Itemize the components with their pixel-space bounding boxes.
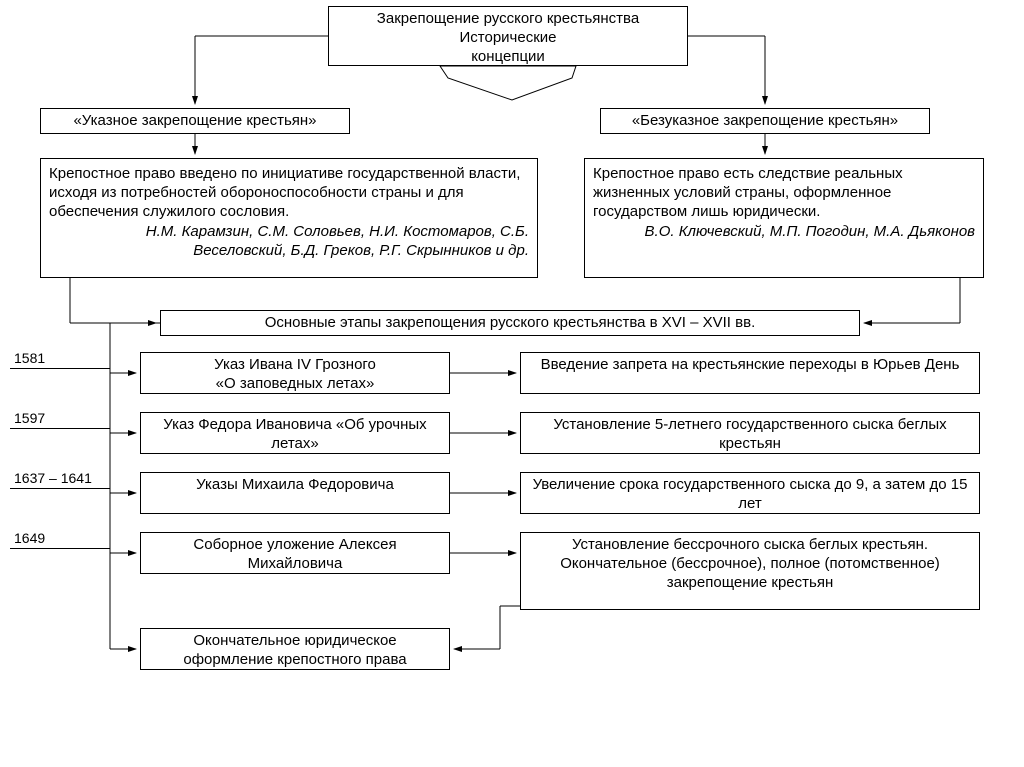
year-line-0 bbox=[10, 368, 110, 369]
concept-left-authors: Н.М. Карамзин, С.М. Соловьев, Н.И. Косто… bbox=[49, 223, 529, 261]
concept-right-authors: В.О. Ключевский, М.П. Погодин, М.А. Дьяк… bbox=[593, 223, 975, 242]
concept-right-label: «Безуказное закрепощение крестьян» bbox=[632, 112, 898, 129]
year-line-3 bbox=[10, 548, 110, 549]
effect-3-text: Установление бессрочного сыска беглых кр… bbox=[560, 536, 940, 591]
decree-1-text: Указ Федора Ивановича «Об урочных летах» bbox=[163, 416, 426, 452]
decree-3-text: Соборное уложение Алексея Михайловича bbox=[193, 536, 396, 572]
final-box: Окончательное юридическое оформление кре… bbox=[140, 628, 450, 670]
decree-3: Соборное уложение Алексея Михайловича bbox=[140, 532, 450, 574]
decree-2: Указы Михаила Федоровича bbox=[140, 472, 450, 514]
stages-title-text: Основные этапы закрепощения русского кре… bbox=[265, 314, 756, 331]
concept-left-desc-text: Крепостное право введено по инициативе г… bbox=[49, 165, 520, 220]
decree-0: Указ Ивана IV Грозного«О заповедных лета… bbox=[140, 352, 450, 394]
effect-3: Установление бессрочного сыска беглых кр… bbox=[520, 532, 980, 610]
year-2: 1637 – 1641 bbox=[14, 470, 92, 486]
year-line-1 bbox=[10, 428, 110, 429]
concept-right-desc: Крепостное право есть следствие реальных… bbox=[584, 158, 984, 278]
decree-0-text: Указ Ивана IV Грозного«О заповедных лета… bbox=[214, 356, 376, 392]
concept-right-desc-text: Крепостное право есть следствие реальных… bbox=[593, 165, 903, 220]
year-line-2 bbox=[10, 488, 110, 489]
concept-right-header: «Безуказное закрепощение крестьян» bbox=[600, 108, 930, 134]
effect-2-text: Увеличение срока государственного сыска … bbox=[533, 476, 968, 512]
effect-1-text: Установление 5-летнего государственного … bbox=[553, 416, 946, 452]
effect-0-text: Введение запрета на крестьянские переход… bbox=[541, 356, 960, 373]
concept-left-desc: Крепостное право введено по инициативе г… bbox=[40, 158, 538, 278]
year-0: 1581 bbox=[14, 350, 45, 366]
concept-left-label: «Указное закрепощение крестьян» bbox=[73, 112, 316, 129]
year-1: 1597 bbox=[14, 410, 45, 426]
title-box: Закрепощение русского крестьянстваИстори… bbox=[328, 6, 688, 66]
year-3: 1649 bbox=[14, 530, 45, 546]
final-text: Окончательное юридическое оформление кре… bbox=[183, 632, 406, 668]
effect-0: Введение запрета на крестьянские переход… bbox=[520, 352, 980, 394]
decree-2-text: Указы Михаила Федоровича bbox=[196, 476, 394, 493]
title-text: Закрепощение русского крестьянстваИстори… bbox=[377, 10, 639, 65]
effect-1: Установление 5-летнего государственного … bbox=[520, 412, 980, 454]
concept-left-header: «Указное закрепощение крестьян» bbox=[40, 108, 350, 134]
effect-2: Увеличение срока государственного сыска … bbox=[520, 472, 980, 514]
decree-1: Указ Федора Ивановича «Об урочных летах» bbox=[140, 412, 450, 454]
stages-title-box: Основные этапы закрепощения русского кре… bbox=[160, 310, 860, 336]
